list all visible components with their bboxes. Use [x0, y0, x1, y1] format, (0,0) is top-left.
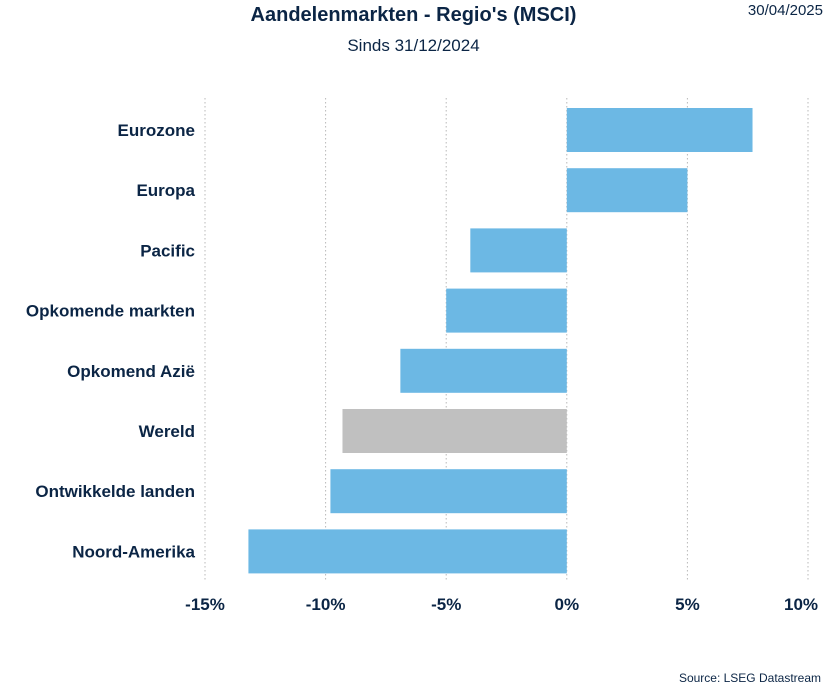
bar [400, 348, 567, 393]
category-labels: Eurozone Europa Pacific Opkomende markten Op… [26, 121, 196, 561]
x-tick-label: -5% [431, 595, 461, 614]
category-label: Europa [136, 181, 195, 200]
bar [342, 409, 567, 453]
category-label: Eurozone [118, 121, 195, 140]
category-label: Wereld [139, 422, 195, 441]
bar [248, 529, 567, 574]
category-label: Opkomend Azië [67, 362, 195, 381]
bar [566, 168, 688, 213]
x-tick-label: 0% [555, 595, 580, 614]
x-tick-label: -15% [185, 595, 225, 614]
chart-subtitle: Sinds 31/12/2024 [347, 36, 480, 55]
category-label: Ontwikkelde landen [35, 482, 195, 501]
bar [330, 469, 567, 514]
category-label: Opkomende markten [26, 302, 195, 321]
source-note: Source: LSEG Datastream [678, 671, 821, 685]
report-date: 30/04/2025 [747, 2, 823, 19]
bars [248, 108, 753, 574]
chart-title: Aandelenmarkten - Regio's (MSCI) [250, 4, 577, 26]
category-label: Pacific [140, 241, 195, 260]
category-label: Noord-Amerika [72, 542, 195, 561]
bar [470, 228, 567, 273]
bar [446, 288, 567, 333]
x-tick-label: -10% [306, 595, 346, 614]
x-axis-tick-labels: -15% -10% -5% 0% 5% 10% [185, 595, 818, 614]
x-tick-label: 5% [675, 595, 700, 614]
bar [566, 108, 753, 152]
x-tick-label: 10% [784, 595, 818, 614]
